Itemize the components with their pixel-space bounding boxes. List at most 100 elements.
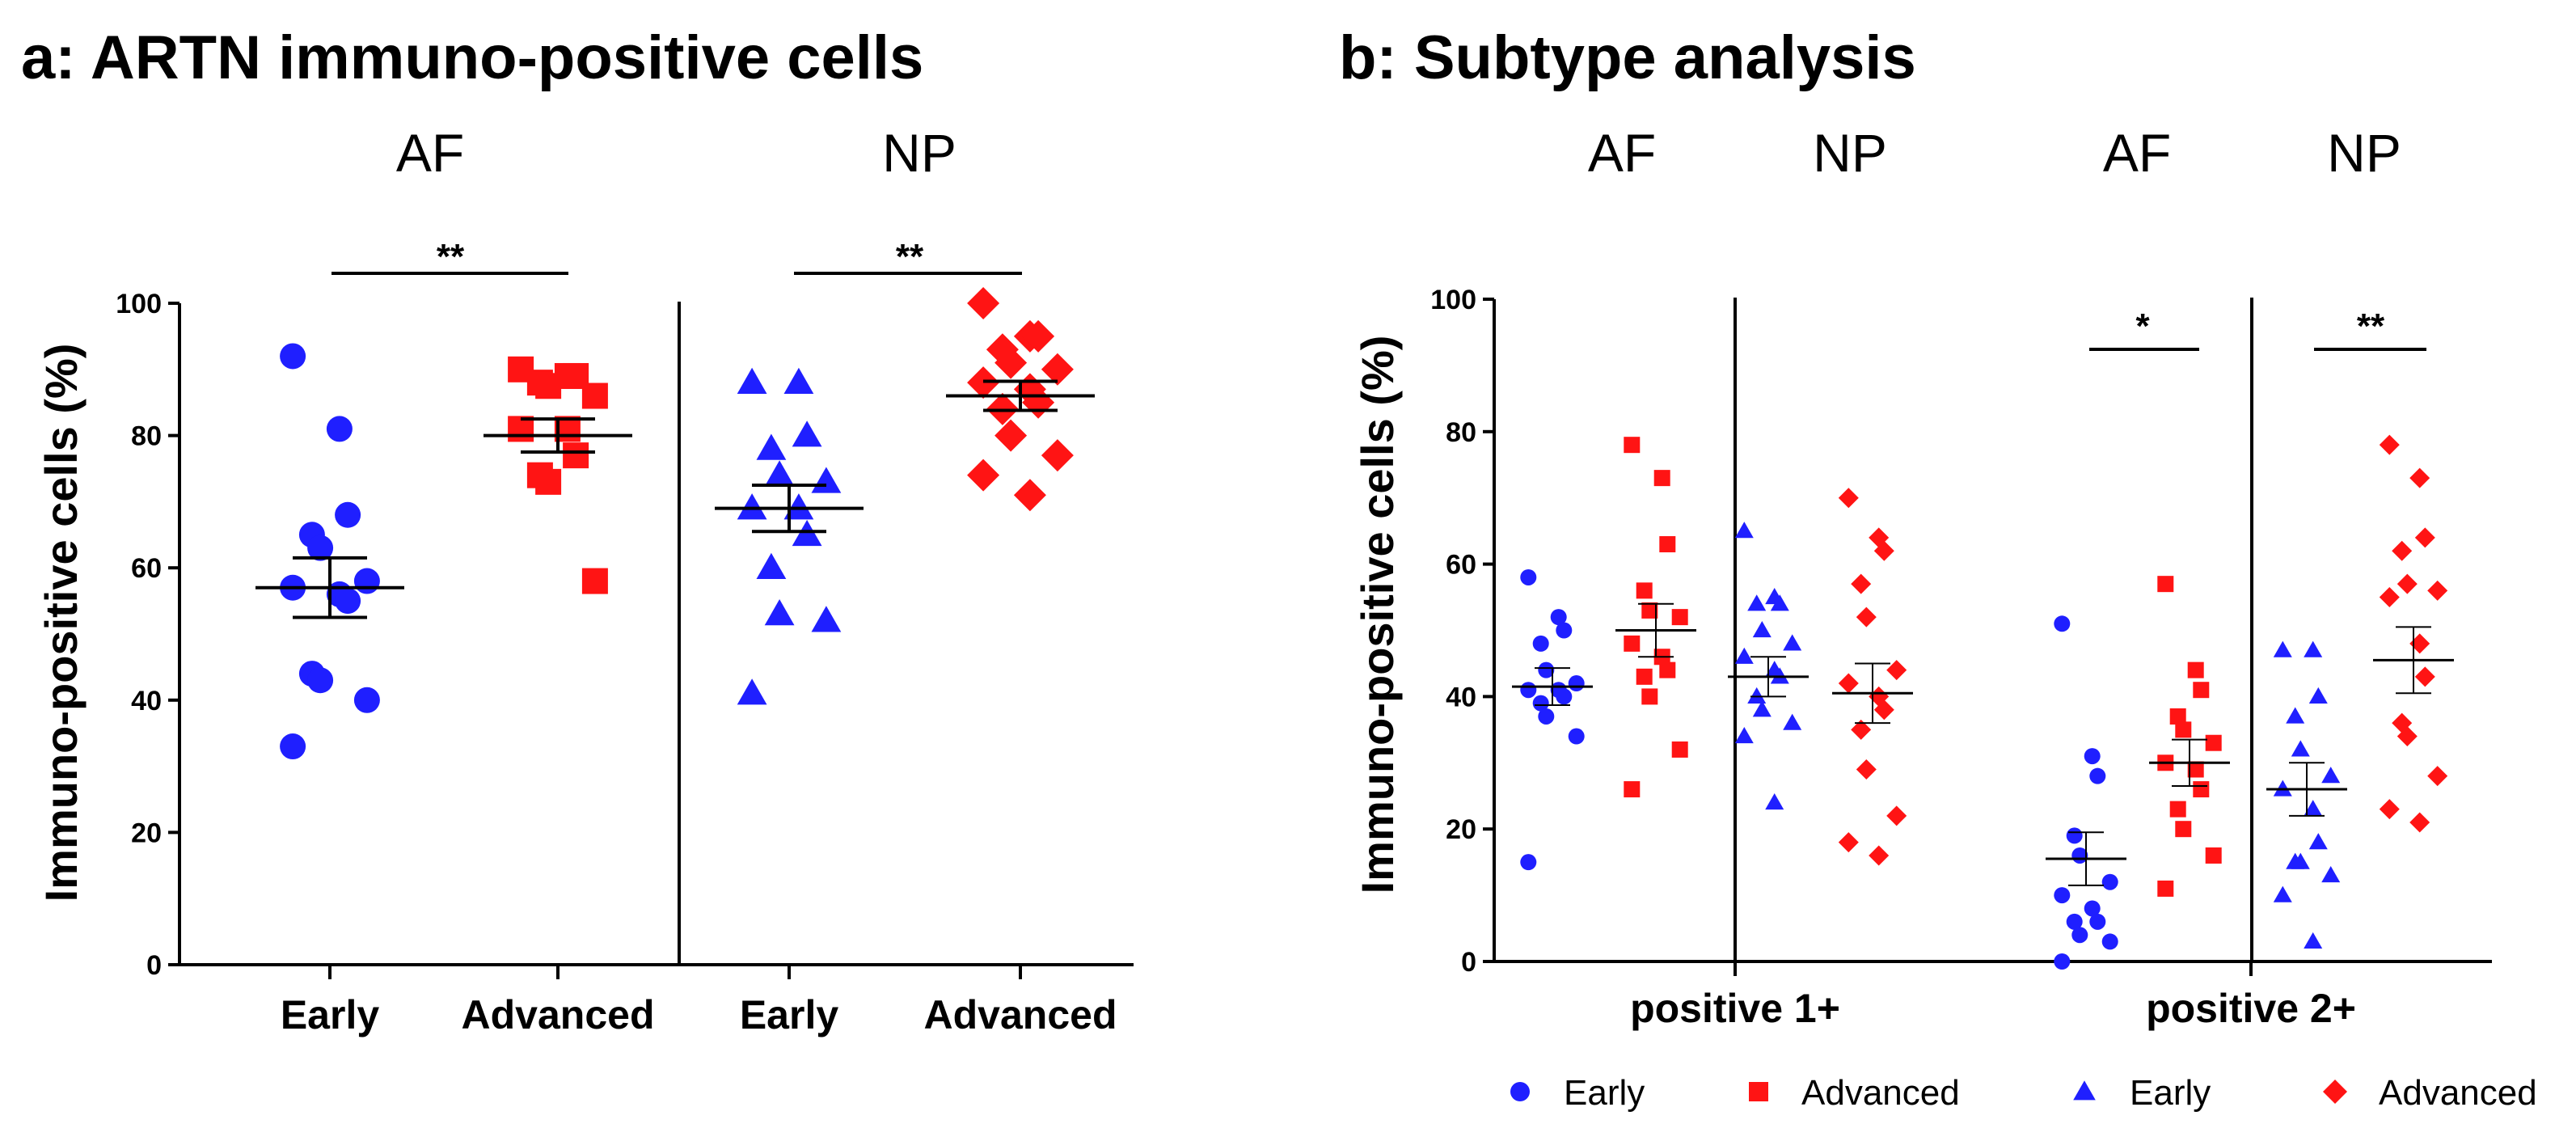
- panel-a-ytick-0: 0: [146, 950, 162, 981]
- panel-a-point-1-10: [535, 468, 562, 495]
- panel-b-point-4-7: [2084, 900, 2101, 917]
- panel-b-point-5-3: [2169, 708, 2186, 725]
- panel-a-point-1-5: [581, 382, 608, 409]
- panel-b-point-5-5: [2205, 734, 2222, 751]
- panel-b-point-3-10: [1856, 759, 1877, 780]
- panel-b-point-2-5: [1783, 634, 1802, 651]
- panel-b-point-5-0: [2157, 576, 2174, 593]
- panel-b-point-0-5: [1568, 675, 1585, 692]
- panel-a-points: [255, 287, 1095, 760]
- panel-b-point-3-4: [1856, 606, 1877, 628]
- panel-b-point-0-9: [1532, 695, 1549, 712]
- panel-a-point-2-2: [792, 420, 822, 447]
- panel-a-point-0-0: [280, 343, 306, 370]
- panel-a-point-2-4: [764, 460, 795, 487]
- legend-markers: [1510, 1080, 2347, 1104]
- panel-a-point-3-12: [967, 459, 1000, 492]
- panel-b-point-3-12: [1838, 832, 1859, 853]
- panel-b-point-7-8: [2414, 666, 2435, 687]
- panel-b-point-1-2: [1659, 536, 1676, 553]
- panel-b-point-7-11: [2427, 766, 2448, 787]
- panel-b-point-6-2: [2308, 687, 2328, 704]
- panel-a-point-3-13: [1013, 479, 1046, 512]
- panel-b-point-0-12: [1520, 854, 1537, 871]
- panel-a-point-3-11: [1041, 439, 1074, 472]
- legend-label-advanced-diamond: Advanced: [2379, 1073, 2537, 1113]
- panel-b-point-7-3: [2392, 540, 2413, 561]
- panel-b-point-7-6: [2379, 587, 2400, 608]
- panel-a-point-0-1: [326, 416, 353, 442]
- panel-b-point-6-10: [2291, 852, 2310, 869]
- panel-b-point-6-0: [2273, 640, 2292, 657]
- panel-b-ytick-40: 40: [1446, 682, 1476, 712]
- panel-a-ytick-20: 20: [131, 818, 162, 848]
- legend: Early Advanced Early Advanced: [1510, 1073, 2537, 1113]
- panel-a-point-2-3: [756, 433, 787, 460]
- panel-b-point-6-13: [2304, 932, 2323, 949]
- panel-b-point-4-9: [2066, 913, 2083, 930]
- panel-b-point-1-12: [1624, 781, 1641, 798]
- panel-b-ytick-0: 0: [1461, 947, 1476, 978]
- panel-b-ytick-100: 100: [1430, 285, 1476, 315]
- panel-a-xtick-af-early: Early: [281, 992, 380, 1037]
- panel-b-point-3-0: [1838, 488, 1859, 509]
- panel-b-point-5-10: [2175, 821, 2192, 838]
- panel-b-point-1-4: [1641, 602, 1658, 619]
- panel-a-point-2-5: [811, 467, 842, 493]
- panel-b-point-5-2: [2193, 682, 2210, 699]
- panel-b-point-0-2: [1556, 622, 1573, 639]
- panel-b-point-3-6: [1838, 673, 1859, 694]
- panel-b-point-6-12: [2273, 885, 2292, 902]
- panel-b-point-3-2: [1873, 540, 1894, 561]
- panel-b-point-1-3: [1636, 582, 1653, 599]
- panel-b-points: [1512, 434, 2454, 970]
- panel-b-point-5-4: [2175, 721, 2192, 738]
- panel-b-point-2-12: [1734, 727, 1754, 744]
- panel-b: b: Subtype analysis AF NP AF NP Immuno-p…: [1339, 23, 2537, 1113]
- panel-b-point-4-12: [2054, 953, 2071, 970]
- panel-b-point-4-8: [2089, 913, 2106, 930]
- panel-b-point-0-8: [1556, 688, 1573, 705]
- panel-a-point-2-1: [783, 367, 814, 394]
- panel-a-xtick-af-advanced: Advanced: [462, 992, 655, 1037]
- panel-b-point-7-13: [2409, 812, 2430, 833]
- panel-a-point-0-10: [307, 667, 334, 694]
- panel-b-point-0-10: [1538, 708, 1555, 725]
- panel-b-point-2-9: [1747, 687, 1767, 704]
- panel-b-y-tick-labels: 0 20 40 60 80 100: [1430, 285, 1476, 978]
- panel-a-x-tick-labels: Early Advanced Early Advanced: [281, 992, 1117, 1037]
- panel-a-point-2-11: [811, 606, 842, 632]
- panel-b-point-3-8: [1873, 699, 1894, 721]
- panel-b-point-1-6: [1624, 635, 1641, 652]
- legend-marker-advanced-diamond: [2323, 1080, 2347, 1104]
- panel-b-header-2plus-af: AF: [2103, 123, 2171, 183]
- panel-b-point-3-5: [1886, 660, 1907, 681]
- panel-a-point-2-12: [737, 678, 767, 705]
- panel-a-point-2-0: [737, 367, 767, 394]
- panel-b-point-1-11: [1671, 741, 1688, 758]
- panel-b-point-2-4: [1752, 621, 1772, 638]
- panel-b-point-4-3: [2066, 827, 2083, 844]
- panel-b-significance-np: **: [2357, 306, 2385, 346]
- legend-marker-early-triangle: [2073, 1080, 2096, 1101]
- legend-label-advanced-square: Advanced: [1801, 1073, 1960, 1113]
- panel-a-point-3-10: [995, 419, 1028, 452]
- panel-a-title: a: ARTN immuno-positive cells: [21, 23, 923, 92]
- panel-b-point-6-4: [2291, 740, 2310, 757]
- panel-a-ytick-60: 60: [131, 553, 162, 584]
- panel-b-point-0-1: [1550, 609, 1567, 626]
- panel-a-point-2-7: [783, 493, 814, 520]
- panel-b-point-7-5: [2427, 580, 2448, 601]
- panel-b-point-1-9: [1636, 668, 1653, 685]
- panel-a-point-1-4: [535, 373, 562, 399]
- panel-b-point-4-2: [2089, 767, 2106, 784]
- panel-b-x-tick-labels: positive 1+ positive 2+: [1630, 986, 2356, 1031]
- panel-a-point-1-8: [563, 442, 589, 469]
- panel-b-point-5-7: [2187, 761, 2204, 778]
- panel-a-y-axis-label: Immuno-positive cells (%): [36, 344, 87, 902]
- panel-b-point-3-9: [1851, 719, 1872, 740]
- panel-a-point-3-0: [967, 287, 1000, 319]
- panel-a-header-np: NP: [882, 123, 956, 183]
- panel-b-point-5-9: [2169, 801, 2186, 818]
- panel-a-ytick-80: 80: [131, 421, 162, 452]
